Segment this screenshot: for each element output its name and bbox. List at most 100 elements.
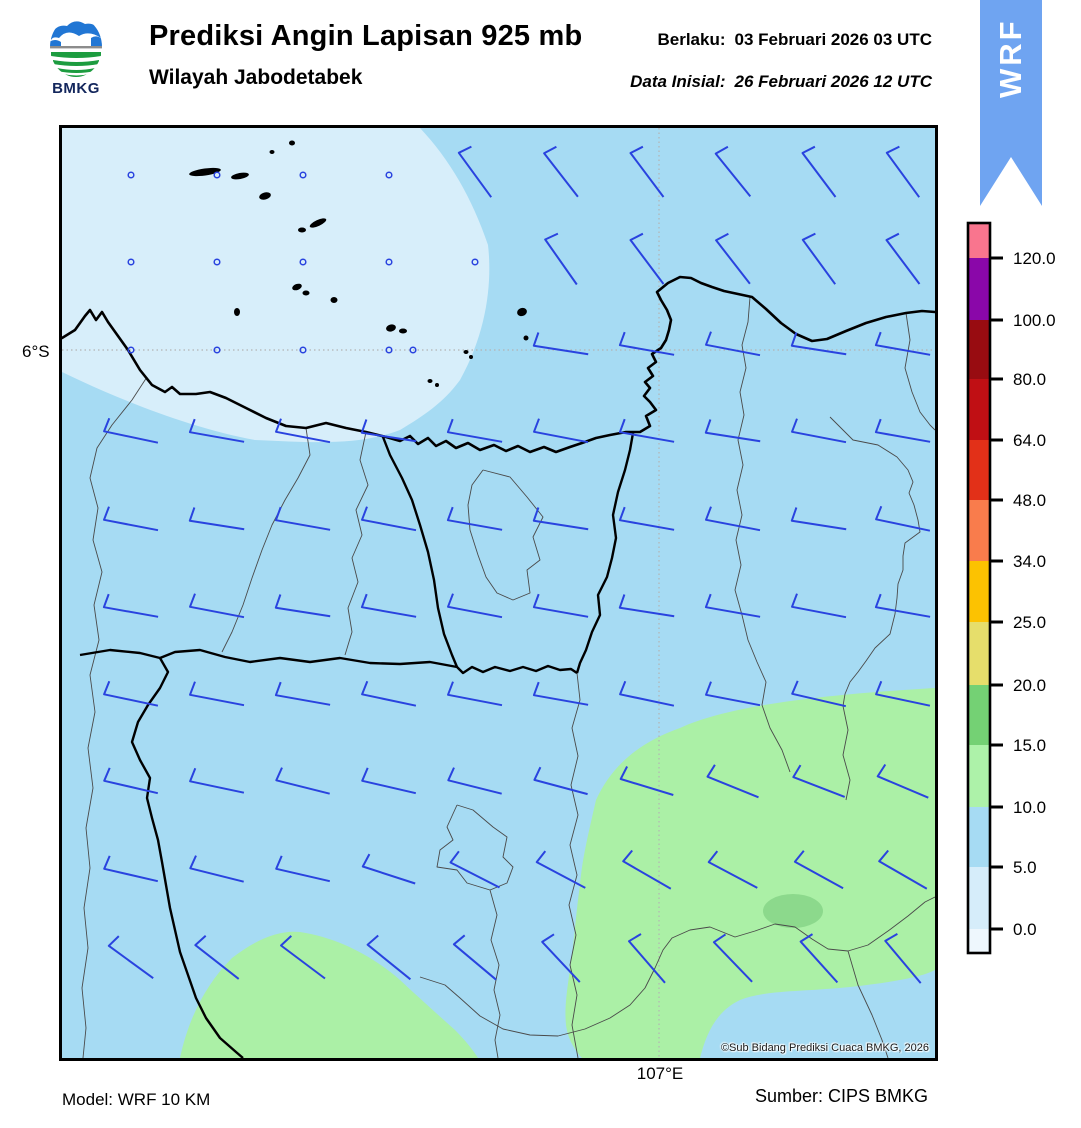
wind-barb bbox=[801, 232, 837, 285]
district-boundary bbox=[829, 416, 921, 801]
wind-barb bbox=[629, 232, 665, 285]
legend-segment bbox=[968, 320, 990, 379]
wind-barb bbox=[275, 855, 331, 883]
wind-barb bbox=[188, 507, 245, 531]
legend-segment bbox=[968, 561, 990, 622]
wrf-ribbon: WRF bbox=[980, 0, 1042, 206]
district-boundary bbox=[734, 296, 791, 773]
model-label: Model: WRF 10 KM bbox=[62, 1090, 211, 1109]
region-calm-sea bbox=[62, 128, 490, 443]
wind-barb bbox=[618, 418, 675, 443]
wind-barb bbox=[533, 766, 588, 796]
wind-barb bbox=[628, 933, 666, 984]
wind-barb bbox=[712, 933, 753, 983]
island bbox=[435, 383, 439, 387]
calm-wind-marker bbox=[127, 171, 135, 179]
island bbox=[469, 355, 473, 359]
island bbox=[231, 172, 249, 180]
region-green-sw bbox=[180, 931, 478, 1058]
bmkg-logo-label: BMKG bbox=[52, 80, 100, 97]
calm-wind-marker bbox=[409, 346, 417, 354]
province-boundary bbox=[381, 436, 459, 668]
bmkg-logo bbox=[50, 17, 102, 77]
wind-barb bbox=[874, 593, 931, 618]
wind-barb bbox=[449, 850, 500, 889]
wind-barb bbox=[447, 593, 503, 619]
wind-barb bbox=[705, 681, 761, 707]
wind-barb bbox=[715, 232, 751, 285]
wind-barb bbox=[885, 145, 921, 198]
valid-time-line: Berlaku: 03 Februari 2026 03 UTC bbox=[657, 30, 932, 50]
wind-barb bbox=[799, 933, 839, 984]
district-boundary bbox=[344, 431, 369, 656]
district-boundary bbox=[419, 896, 935, 1037]
island bbox=[517, 307, 527, 317]
island bbox=[386, 324, 396, 332]
wind-barb bbox=[532, 681, 589, 706]
calm-wind-marker bbox=[385, 258, 393, 266]
wind-barb bbox=[188, 418, 245, 443]
wind-barb bbox=[619, 766, 674, 796]
wind-barb bbox=[103, 417, 159, 444]
wind-barb bbox=[361, 506, 417, 532]
longitude-label: 107°E bbox=[636, 1064, 684, 1083]
island bbox=[463, 350, 469, 354]
island bbox=[234, 308, 240, 316]
wind-barb bbox=[619, 680, 675, 707]
legend-segment bbox=[968, 807, 990, 867]
wind-barb bbox=[876, 763, 929, 799]
calm-wind-marker bbox=[127, 258, 135, 266]
wind-barb bbox=[275, 767, 330, 795]
wind-barb bbox=[361, 680, 417, 707]
legend-tick-label: 20.0 bbox=[1013, 676, 1046, 695]
island bbox=[298, 227, 306, 233]
wind-barb bbox=[532, 332, 589, 356]
legend-tick-label: 48.0 bbox=[1013, 491, 1046, 510]
wind-barb bbox=[791, 680, 847, 708]
district-boundary bbox=[904, 312, 935, 431]
calm-wind-marker bbox=[385, 171, 393, 179]
legend-tick-label: 34.0 bbox=[1013, 552, 1046, 571]
wind-barb bbox=[274, 506, 331, 531]
legend-segment bbox=[968, 223, 990, 258]
island bbox=[309, 218, 327, 228]
wind-barb bbox=[275, 418, 331, 444]
wrf-ribbon-label: WRF bbox=[993, 18, 1028, 98]
wind-barb bbox=[452, 934, 497, 981]
wind-barb bbox=[103, 767, 159, 795]
wind-barb bbox=[707, 850, 758, 889]
init-time-label: Data Inisial: bbox=[630, 72, 726, 91]
wind-barb bbox=[189, 767, 245, 794]
island bbox=[289, 140, 295, 146]
wind-barb bbox=[189, 593, 245, 619]
wind-barb bbox=[790, 507, 847, 531]
district-boundary bbox=[568, 672, 581, 1058]
wind-barb bbox=[457, 145, 493, 198]
wind-map[interactable] bbox=[62, 128, 935, 1058]
district-boundary bbox=[221, 427, 311, 653]
legend-segment bbox=[968, 745, 990, 807]
island bbox=[330, 297, 338, 303]
legend-tick-label: 64.0 bbox=[1013, 431, 1046, 450]
calm-wind-marker bbox=[385, 346, 393, 354]
wind-barb bbox=[874, 331, 931, 356]
region-green-se bbox=[565, 688, 935, 1058]
legend-tick-label: 80.0 bbox=[1013, 370, 1046, 389]
wind-barb bbox=[446, 506, 503, 531]
wind-barb bbox=[791, 418, 847, 444]
calm-wind-marker bbox=[213, 258, 221, 266]
wind-barb bbox=[544, 232, 578, 286]
legend-tick-label: 0.0 bbox=[1013, 920, 1037, 939]
map-frame bbox=[59, 125, 938, 1061]
wind-barb bbox=[792, 764, 846, 798]
wind-barb bbox=[280, 935, 326, 980]
wind-barb bbox=[541, 933, 581, 983]
wind-barb bbox=[801, 145, 837, 198]
page-title: Prediksi Angin Lapisan 925 mb bbox=[149, 20, 583, 52]
wind-barb bbox=[874, 418, 931, 443]
wind-barb bbox=[189, 855, 244, 883]
province-boundary bbox=[575, 432, 635, 674]
wind-barb bbox=[629, 145, 665, 198]
calm-wind-marker bbox=[299, 171, 307, 179]
wind-barb bbox=[793, 850, 844, 890]
